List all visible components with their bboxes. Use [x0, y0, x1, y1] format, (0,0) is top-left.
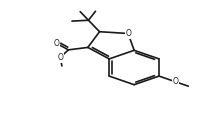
Text: O: O [53, 39, 59, 48]
Text: O: O [57, 53, 63, 62]
Text: O: O [172, 77, 178, 86]
Text: O: O [125, 29, 131, 38]
